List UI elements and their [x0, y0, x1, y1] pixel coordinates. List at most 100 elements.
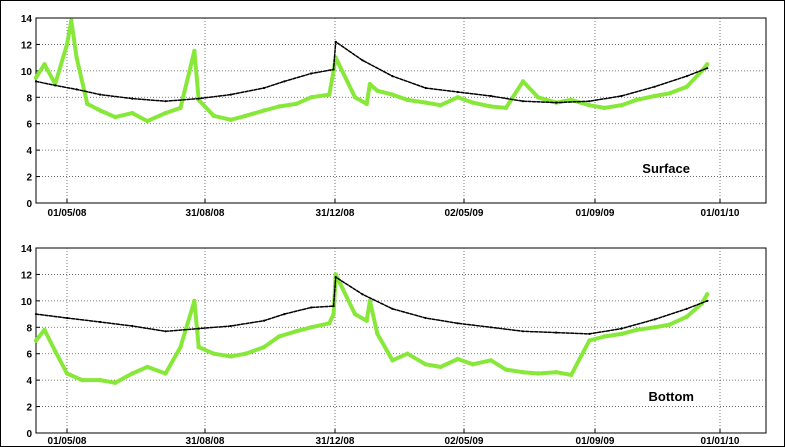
- panel-1-black-point: [229, 93, 232, 96]
- panel-2-green-point: [569, 372, 574, 378]
- panel-1-black-point: [310, 72, 313, 75]
- panel-2-y-tick-label: 10: [21, 297, 33, 308]
- panel-2-green-point: [79, 377, 85, 383]
- panel-1-y-tick-label: 10: [21, 67, 33, 78]
- panel-2-black-point: [164, 330, 167, 333]
- panel-2-black-point: [283, 313, 286, 316]
- panel-1-green-point: [455, 95, 460, 100]
- panel-2-green-point: [53, 348, 58, 354]
- panel-1-black-point: [197, 97, 200, 100]
- panel-1-black-point: [262, 86, 266, 90]
- panel-2-green-point: [470, 362, 475, 367]
- panel-1-green-point: [352, 95, 358, 100]
- panel-2-green-point: [261, 344, 267, 350]
- panel-2-green-point: [684, 314, 689, 319]
- panel-1-plot-area: [35, 17, 767, 204]
- panel-1-green-point: [308, 95, 314, 100]
- panel-2-green-point: [364, 318, 369, 323]
- panel-1-x-tick-label: 01/05/08: [48, 208, 87, 219]
- panel-1-x-tick-label: 01/09/09: [576, 208, 615, 219]
- panel-2-black-point: [262, 319, 266, 322]
- panel-2-black-point: [456, 322, 459, 325]
- panel-2-green-point: [308, 325, 314, 330]
- panel-2-black-point: [131, 324, 134, 328]
- panel-2-black-point: [391, 307, 394, 310]
- panel-1-green-point: [293, 101, 299, 107]
- panel-2-green-point: [211, 351, 216, 356]
- panel-1-panel-label: Surface: [642, 161, 690, 176]
- panel-2-green-point: [488, 358, 494, 363]
- panel-1-black-point: [620, 94, 623, 98]
- panel-2-green-point: [652, 325, 657, 330]
- panel-2-black-point: [521, 330, 525, 333]
- panel-1-black-point: [131, 97, 134, 100]
- panel-2-x-tick-label: 01/01/10: [701, 436, 740, 447]
- panel-1-green-point: [145, 118, 150, 124]
- panel-1-green-point: [602, 105, 607, 111]
- panel-1-y-tick-label: 2: [26, 173, 32, 184]
- panel-1-x-tick-label: 02/05/09: [445, 208, 484, 219]
- panel-1-green-point: [74, 55, 79, 60]
- panel-2-panel-label: Bottom: [649, 389, 695, 404]
- panel-2-green-point: [130, 371, 135, 376]
- panel-1-black-point: [685, 75, 688, 78]
- panel-2-green-point: [293, 329, 299, 334]
- panel-2-black-point: [197, 327, 200, 330]
- panel-2-black-point: [334, 276, 337, 279]
- panel-1-black-point: [332, 68, 335, 71]
- panel-2-black-point: [332, 305, 335, 308]
- panel-1-green-point: [438, 103, 443, 108]
- panel-1-y-tick-label: 0: [26, 199, 32, 210]
- panel-1-black-point: [361, 59, 364, 62]
- panel-1-green-point: [85, 101, 90, 107]
- panel-1-y-tick-label: 4: [26, 146, 32, 157]
- panel-1-green-series-line: [34, 18, 710, 124]
- panel-1-green-point: [327, 92, 332, 97]
- panel-1-green-point: [503, 105, 509, 111]
- panel-2-plot-area: [35, 247, 767, 434]
- panel-2-black-point: [706, 299, 709, 302]
- panel-2-green-point: [587, 338, 592, 343]
- panel-1-black-point: [99, 93, 102, 96]
- panel-2-green-series-line: [34, 272, 710, 385]
- panel-2-green-point: [520, 370, 526, 375]
- panel-1-green-point: [228, 117, 233, 123]
- panel-2-green-point: [42, 327, 47, 333]
- panel-2-green-point: [276, 334, 282, 339]
- panel-1-green-point: [423, 100, 428, 105]
- panel-1-black-point: [706, 67, 709, 70]
- panel-2-black-point: [620, 327, 623, 330]
- panel-2-y-tick-label: 2: [26, 403, 32, 414]
- panel-1-black-point: [456, 90, 459, 94]
- panel-2-y-tick-label: 12: [21, 270, 33, 281]
- panel-1-green-point: [390, 92, 395, 97]
- panel-2-green-point: [375, 331, 380, 337]
- panel-2-green-point: [196, 344, 201, 350]
- panel-2-x-tick-label: 31/12/08: [316, 436, 355, 447]
- panel-2-green-point: [503, 367, 509, 372]
- panel-1-green-point: [192, 48, 197, 54]
- panel-2-green-point: [352, 311, 358, 317]
- panel-1-green-point: [364, 101, 369, 107]
- panel-2-green-point: [64, 371, 70, 376]
- panel-1-green-point: [113, 114, 118, 120]
- panel-2-green-point: [228, 354, 233, 359]
- panel-1-black-point: [588, 100, 591, 103]
- panel-1-black-point: [555, 101, 558, 104]
- panel-2-y-tick-label: 0: [26, 429, 32, 440]
- panel-2-green-point: [602, 334, 607, 339]
- panel-1-black-point: [489, 94, 492, 98]
- panel-1-green-point: [42, 62, 47, 67]
- panel-1-green-point: [375, 88, 380, 93]
- panel-1-green-point: [243, 113, 248, 119]
- panel-1-green-point: [261, 108, 267, 113]
- panel-2-y-tick-label: 14: [21, 244, 33, 255]
- panel-1-black-point: [653, 85, 656, 88]
- panel-2-green-point: [667, 322, 672, 327]
- panel-1-green-point: [64, 42, 70, 47]
- panel-1-green-point: [211, 113, 216, 119]
- panel-2-black-point: [424, 316, 427, 320]
- panel-2-black-point: [489, 326, 492, 329]
- panel-2-black-point: [229, 324, 232, 328]
